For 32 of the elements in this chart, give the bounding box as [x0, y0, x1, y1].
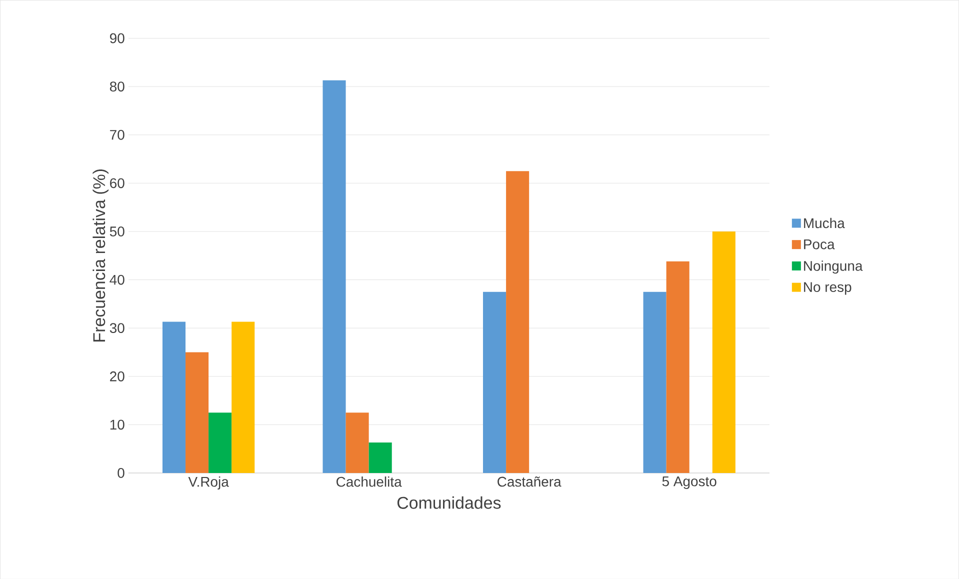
- bar: [368, 442, 392, 473]
- y-axis-title: Frecuencia relativa (%): [92, 169, 109, 342]
- bar: [506, 170, 530, 473]
- bar: [322, 80, 346, 473]
- legend-label: Mucha: [804, 218, 845, 228]
- bar: [186, 352, 209, 473]
- legend-label: Poca: [804, 239, 835, 250]
- y-tick-label: 0: [118, 468, 124, 478]
- bar: [712, 231, 736, 473]
- y-tick-label: 70: [110, 130, 124, 140]
- bar: [162, 322, 186, 473]
- y-tick-label: 10: [110, 420, 124, 430]
- y-tick-label: 80: [110, 81, 124, 92]
- y-tick-label: 20: [110, 371, 124, 382]
- bar: [483, 292, 506, 473]
- bar: [208, 412, 232, 473]
- bar: [232, 322, 255, 473]
- y-tick-label: 40: [110, 274, 124, 285]
- y-tick-label: 30: [110, 322, 124, 333]
- x-tick-label: Cachuelita: [336, 476, 402, 487]
- legend-label: Noinguna: [804, 260, 863, 274]
- x-axis-title: Comunidades: [397, 496, 501, 509]
- x-tick-label: V.Roja: [188, 476, 229, 490]
- y-tick-label: 90: [110, 33, 124, 44]
- bar: [643, 292, 666, 473]
- x-tick-label: Castañera: [498, 476, 562, 486]
- x-tick-label: 5 Agosto: [662, 476, 716, 489]
- y-tick-label: 60: [110, 178, 124, 188]
- bar: [346, 412, 369, 473]
- bar: [666, 261, 690, 473]
- legend-label: No resp: [804, 282, 852, 295]
- y-tick-label: 50: [110, 226, 124, 236]
